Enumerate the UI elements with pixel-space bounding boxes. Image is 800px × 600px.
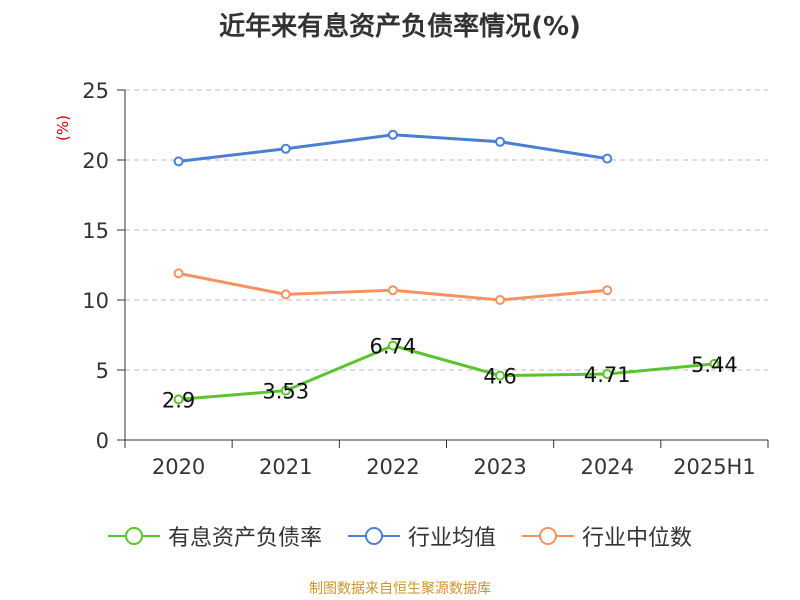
data-point: [280, 143, 291, 154]
data-label: 3.53: [262, 380, 309, 404]
legend-swatch-orange-icon: [522, 527, 574, 545]
data-point: [495, 295, 506, 305]
data-point: [602, 369, 613, 380]
legend-label: 行业均值: [407, 526, 496, 551]
y-tick-label: 15: [82, 219, 109, 243]
y-tick-label: 20: [82, 149, 109, 173]
data-point: [280, 289, 291, 300]
chart-title: 近年来有息资产负债率情况(%): [219, 12, 581, 42]
x-tick-label: 2020: [152, 455, 205, 479]
legend-label: 有息资产负债率: [167, 526, 322, 551]
data-label: 4.71: [584, 363, 631, 387]
data-point: [709, 358, 720, 369]
legend-item-interest-debt-ratio[interactable]: 有息资产负债率: [107, 520, 322, 552]
data-point: [495, 370, 506, 381]
x-tick-label: 2023: [473, 455, 526, 479]
x-tick-label: 2025H1: [673, 455, 756, 479]
data-point: [173, 156, 184, 167]
y-tick-label: 5: [96, 359, 109, 383]
data-label: 4.6: [483, 365, 516, 389]
data-label: 5.44: [691, 353, 738, 377]
data-point: [602, 285, 613, 296]
data-point: [602, 153, 613, 164]
y-tick-label: 25: [82, 79, 109, 103]
data-point: [387, 285, 398, 296]
data-point: [387, 129, 398, 140]
data-source-note: 制图数据来自恒生聚源数据库: [309, 581, 491, 597]
y-axis-label: (%): [54, 115, 72, 141]
data-point: [173, 268, 184, 279]
y-tick-label: 0: [96, 429, 109, 453]
y-tick-label: 10: [82, 289, 109, 313]
data-label: 2.9: [162, 388, 195, 412]
legend-item-industry-median[interactable]: 行业中位数: [522, 520, 692, 552]
legend-swatch-green-icon: [107, 527, 160, 545]
series-line: [178, 344, 715, 401]
legend-item-industry-mean[interactable]: 行业均值: [347, 520, 496, 552]
data-point: [173, 394, 184, 405]
chart-legend: 有息资产负债率 行业均值 行业中位数: [0, 520, 800, 552]
data-label: 6.74: [370, 335, 417, 359]
data-point: [280, 385, 291, 396]
data-point: [495, 136, 506, 147]
x-tick-label: 2021: [259, 455, 312, 479]
x-tick-label: 2022: [366, 455, 419, 479]
legend-swatch-blue-icon: [347, 527, 400, 545]
x-tick-label: 2024: [581, 455, 634, 479]
legend-label: 行业中位数: [582, 526, 693, 551]
data-point: [387, 340, 398, 351]
